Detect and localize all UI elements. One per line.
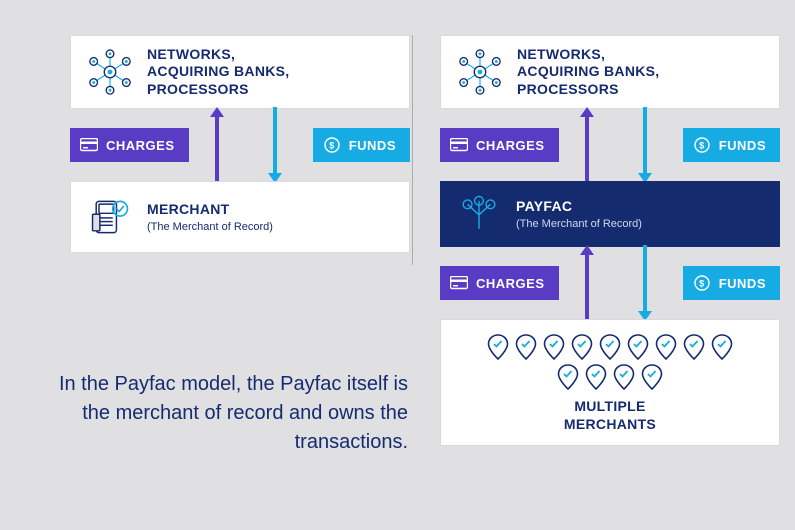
funds-chip-right-2: $ FUNDS: [683, 266, 780, 300]
charges-label: CHARGES: [476, 138, 545, 153]
multiple-merchants-box: MULTIPLE MERCHANTS: [440, 319, 780, 446]
caption-text: In the Payfac model, the Payfac itself i…: [38, 370, 408, 457]
funds-icon: $: [693, 274, 711, 292]
networks-title: NETWORKS, ACQUIRING BANKS, PROCESSORS: [517, 46, 765, 99]
merchant-pin-icon: [543, 334, 565, 360]
svg-text:$: $: [699, 279, 705, 289]
funds-chip-left: $ FUNDS: [313, 128, 410, 162]
charges-label: CHARGES: [476, 276, 545, 291]
arrow-row-right-2: CHARGES $ FUNDS: [440, 247, 780, 319]
card-icon: [450, 136, 468, 154]
funds-icon: $: [693, 136, 711, 154]
card-icon: [80, 136, 98, 154]
charges-chip-right-1: CHARGES: [440, 128, 559, 162]
merchants-title: MULTIPLE MERCHANTS: [564, 398, 656, 433]
funds-label: FUNDS: [349, 138, 396, 153]
merchant-pin-icon: [585, 364, 607, 390]
pos-terminal-icon: [85, 192, 135, 242]
right-column: NETWORKS, ACQUIRING BANKS, PROCESSORS CH…: [440, 35, 780, 446]
funds-chip-right-1: $ FUNDS: [683, 128, 780, 162]
network-icon: [455, 47, 505, 97]
merchant-title: MERCHANT: [147, 201, 395, 219]
arrow-down-left: [268, 107, 282, 183]
payfac-box: PAYFAC (The Merchant of Record): [440, 181, 780, 247]
arrow-up-left: [210, 107, 224, 183]
payfac-icon: [454, 189, 504, 239]
merchant-box: MERCHANT (The Merchant of Record): [70, 181, 410, 253]
card-icon: [450, 274, 468, 292]
payfac-title: PAYFAC: [516, 198, 766, 216]
merchant-pin-icon: [613, 364, 635, 390]
merchant-pin-icon: [683, 334, 705, 360]
funds-label: FUNDS: [719, 138, 766, 153]
merchant-pin-icon: [487, 334, 509, 360]
networks-box-right: NETWORKS, ACQUIRING BANKS, PROCESSORS: [440, 35, 780, 109]
networks-title: NETWORKS, ACQUIRING BANKS, PROCESSORS: [147, 46, 395, 99]
vertical-divider: [412, 35, 413, 265]
merchant-pin-icon: [599, 334, 621, 360]
networks-box-left: NETWORKS, ACQUIRING BANKS, PROCESSORS: [70, 35, 410, 109]
charges-label: CHARGES: [106, 138, 175, 153]
svg-text:$: $: [699, 141, 705, 151]
arrow-up-r2: [580, 245, 594, 321]
funds-label: FUNDS: [719, 276, 766, 291]
merchant-pin-icon: [627, 334, 649, 360]
merchant-pin-icon: [571, 334, 593, 360]
merchant-pin-icon: [711, 334, 733, 360]
left-column: NETWORKS, ACQUIRING BANKS, PROCESSORS CH…: [70, 35, 410, 253]
arrow-down-r1: [638, 107, 652, 183]
merchant-subtitle: (The Merchant of Record): [147, 221, 395, 233]
merchant-pin-icon: [655, 334, 677, 360]
charges-chip-left: CHARGES: [70, 128, 189, 162]
merchant-pins: [475, 334, 745, 390]
merchant-pin-icon: [515, 334, 537, 360]
svg-text:$: $: [329, 141, 335, 151]
network-icon: [85, 47, 135, 97]
funds-icon: $: [323, 136, 341, 154]
arrow-row-right-1: CHARGES $ FUNDS: [440, 109, 780, 181]
arrow-down-r2: [638, 245, 652, 321]
arrow-up-r1: [580, 107, 594, 183]
merchant-pin-icon: [641, 364, 663, 390]
merchant-pin-icon: [557, 364, 579, 390]
payfac-subtitle: (The Merchant of Record): [516, 218, 766, 230]
arrow-row-left: CHARGES $ FUNDS: [70, 109, 410, 181]
charges-chip-right-2: CHARGES: [440, 266, 559, 300]
